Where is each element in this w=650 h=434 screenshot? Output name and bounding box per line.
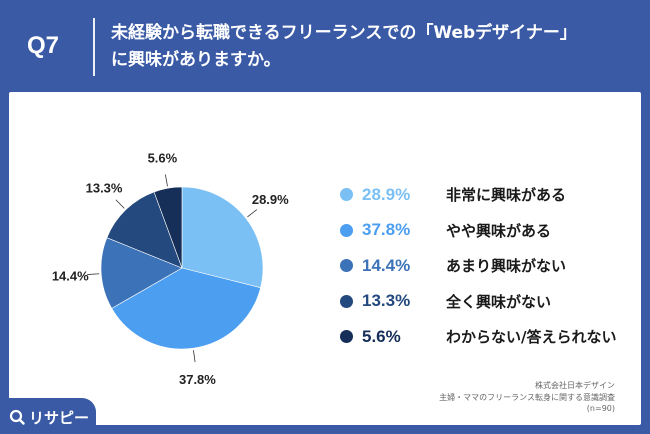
legend-label: やや興味がある	[446, 221, 552, 240]
legend-swatch	[340, 188, 353, 202]
chart-panel: 28.9% 37.8% 14.4% 13.3% 5.6% 28.9% 非常に興味がある 37…	[9, 92, 641, 425]
legend-label: 全く興味がない	[446, 292, 552, 311]
legend-label: あまり興味がない	[446, 257, 567, 276]
legend-swatch	[340, 223, 353, 237]
legend-value: 37.8%	[362, 220, 411, 240]
leader-line-1	[193, 350, 196, 363]
leader-line-3	[115, 199, 125, 209]
pie-label-0: 28.9%	[252, 192, 289, 207]
legend-value: 5.6%	[362, 326, 401, 346]
header: Q7 未経験から転職できるフリーランスでの「Webデザイナー」 に興味があります…	[0, 0, 650, 92]
pie-label-3: 13.3%	[86, 181, 123, 196]
legend-item-4: 5.6% わからない/答えられない	[340, 319, 616, 355]
logo-text: リサピー	[29, 409, 90, 427]
brand-logo: リサピー	[0, 398, 96, 434]
header-divider	[93, 18, 95, 76]
question-title-line2: に興味がありますか。	[111, 50, 281, 70]
pie-slice-4	[153, 186, 183, 269]
leader-line-2	[87, 273, 100, 275]
source-survey: 主婦・ママのフリーランス転身に関する意識調査	[439, 392, 615, 402]
legend-value: 14.4%	[362, 255, 411, 275]
pie-slice-3	[106, 191, 183, 269]
legend: 28.9% 非常に興味がある 37.8% やや興味がある 14.4% あまり興味がない 13…	[340, 177, 616, 355]
source-note: 株式会社日本デザイン 主婦・ママのフリーランス転身に関する意識調査 (n=90)	[439, 380, 615, 415]
pie-slice-0	[181, 186, 264, 289]
pie-slice-2	[100, 237, 183, 309]
legend-label: 非常に興味がある	[446, 186, 567, 205]
leader-line-4	[164, 174, 168, 187]
pie-label-1: 37.8%	[179, 372, 216, 387]
legend-item-0: 28.9% 非常に興味がある	[340, 177, 616, 213]
search-magnifier-icon	[9, 409, 25, 425]
legend-value: 13.3%	[362, 291, 411, 311]
pie-label-2: 14.4%	[52, 269, 89, 284]
source-sample-size: (n=90)	[586, 404, 615, 413]
legend-value: 28.9%	[362, 184, 411, 204]
pie-slice-1	[111, 267, 261, 350]
source-company: 株式会社日本デザイン	[535, 381, 615, 390]
leader-line-0	[247, 209, 258, 218]
legend-label: わからない/答えられない	[446, 328, 617, 347]
legend-swatch	[340, 259, 353, 273]
question-number: Q7	[27, 32, 60, 59]
legend-item-3: 13.3% 全く興味がない	[340, 284, 616, 320]
pie-chart: 28.9% 37.8% 14.4% 13.3% 5.6%	[52, 151, 289, 387]
legend-swatch	[340, 294, 353, 308]
pie-label-4: 5.6%	[148, 151, 178, 166]
legend-item-2: 14.4% あまり興味がない	[340, 248, 616, 284]
legend-swatch	[340, 330, 353, 344]
question-title-line1: 未経験から転職できるフリーランスでの「Webデザイナー」	[111, 23, 577, 43]
legend-item-1: 37.8% やや興味がある	[340, 213, 616, 249]
question-title: 未経験から転職できるフリーランスでの「Webデザイナー」 に興味がありますか。	[111, 20, 577, 74]
